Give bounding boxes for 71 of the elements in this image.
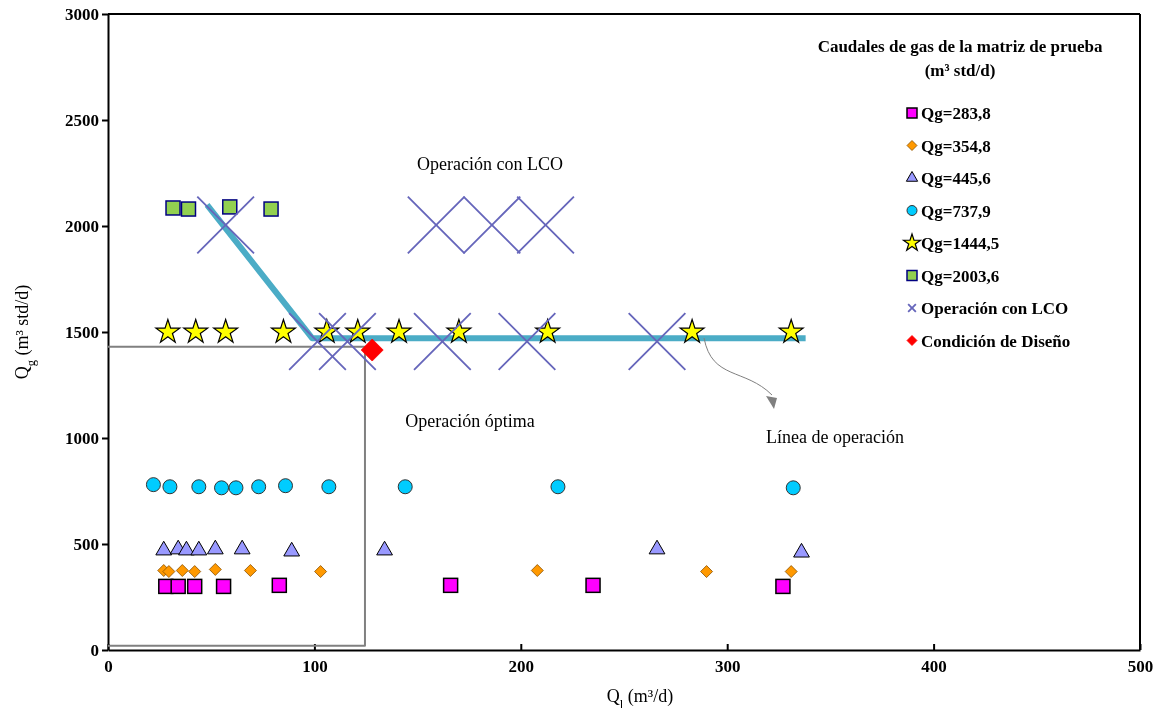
point (397, 479, 413, 495)
legend-label: Qg=354,8 (921, 136, 991, 156)
point (318, 312, 377, 371)
point (386, 318, 412, 343)
point (180, 201, 197, 217)
point (288, 312, 347, 371)
point (407, 195, 466, 254)
point (222, 199, 238, 215)
point (263, 201, 279, 217)
point (186, 578, 203, 595)
point (208, 563, 222, 576)
point (155, 318, 181, 343)
y-tick-label: 2000 (65, 216, 99, 236)
point (784, 565, 798, 578)
legend-label: Qg=283,8 (921, 104, 991, 123)
point (165, 200, 181, 216)
point (175, 564, 189, 577)
legend-title: Caudales de gas de la matriz de prueba (m³ std/d) (817, 37, 1103, 80)
y-tick-label: 1000 (65, 428, 99, 448)
legend-label: Qg=445,6 (921, 169, 991, 188)
point (251, 479, 267, 495)
point (162, 565, 176, 578)
x-tick-label: 0 (104, 656, 113, 676)
annotation: Línea de operación (766, 427, 904, 447)
point (360, 338, 384, 362)
point (188, 565, 202, 578)
point (162, 479, 178, 495)
legend-label: Qg=1444,5 (921, 234, 1000, 253)
point (442, 577, 459, 594)
point (214, 480, 230, 496)
point (170, 578, 186, 595)
annotation: Operación con LCO (417, 154, 563, 174)
x-tick-label: 300 (714, 656, 741, 676)
legend-label: Condición de Diseño (921, 331, 1071, 351)
point (270, 318, 296, 343)
point (778, 318, 804, 343)
point (215, 578, 232, 595)
point (278, 478, 293, 494)
point (196, 195, 255, 254)
point (462, 195, 521, 254)
y-tick-label: 1500 (65, 322, 99, 342)
x-tick-label: 500 (1127, 656, 1154, 676)
y-tick-label: 500 (73, 534, 99, 554)
point (679, 318, 705, 343)
point (550, 479, 566, 495)
point (191, 479, 207, 495)
point (228, 480, 244, 496)
point (183, 318, 209, 343)
point (700, 565, 713, 578)
point (145, 477, 161, 493)
y-tick-label: 3000 (65, 4, 99, 24)
point (244, 564, 257, 577)
x-tick-label: 200 (508, 656, 535, 676)
legend-label: Qg=2003,6 (921, 266, 1000, 286)
y-tick-label: 0 (90, 640, 99, 660)
legend-label: Operación con LCO (921, 299, 1069, 318)
y-tick-label: 2500 (65, 110, 99, 130)
point (271, 577, 288, 594)
point (535, 318, 561, 343)
x-tick-label: 400 (921, 656, 947, 676)
legend-label: Qg=737,9 (921, 201, 991, 221)
point (530, 564, 544, 577)
point (585, 577, 601, 594)
annotation: Operación óptima (405, 411, 535, 431)
point (314, 565, 327, 578)
point (321, 479, 337, 495)
point (413, 312, 472, 371)
x-tick-label: 100 (302, 656, 328, 676)
point (785, 480, 801, 496)
point (775, 578, 791, 595)
point (213, 318, 239, 343)
